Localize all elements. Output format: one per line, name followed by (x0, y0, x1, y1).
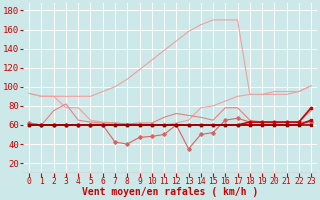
X-axis label: Vent moyen/en rafales ( km/h ): Vent moyen/en rafales ( km/h ) (82, 187, 258, 197)
